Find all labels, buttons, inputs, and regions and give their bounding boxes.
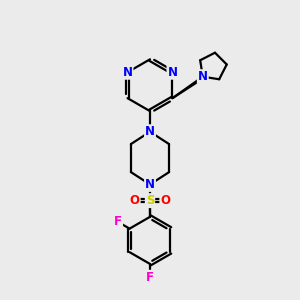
Text: N: N <box>145 178 155 191</box>
Text: N: N <box>123 66 133 79</box>
Text: N: N <box>145 125 155 138</box>
Text: N: N <box>198 70 208 83</box>
Text: F: F <box>146 271 154 284</box>
Text: F: F <box>114 215 122 229</box>
Text: O: O <box>130 194 140 207</box>
Text: O: O <box>160 194 170 207</box>
Text: S: S <box>146 194 154 207</box>
Text: N: N <box>167 66 177 79</box>
